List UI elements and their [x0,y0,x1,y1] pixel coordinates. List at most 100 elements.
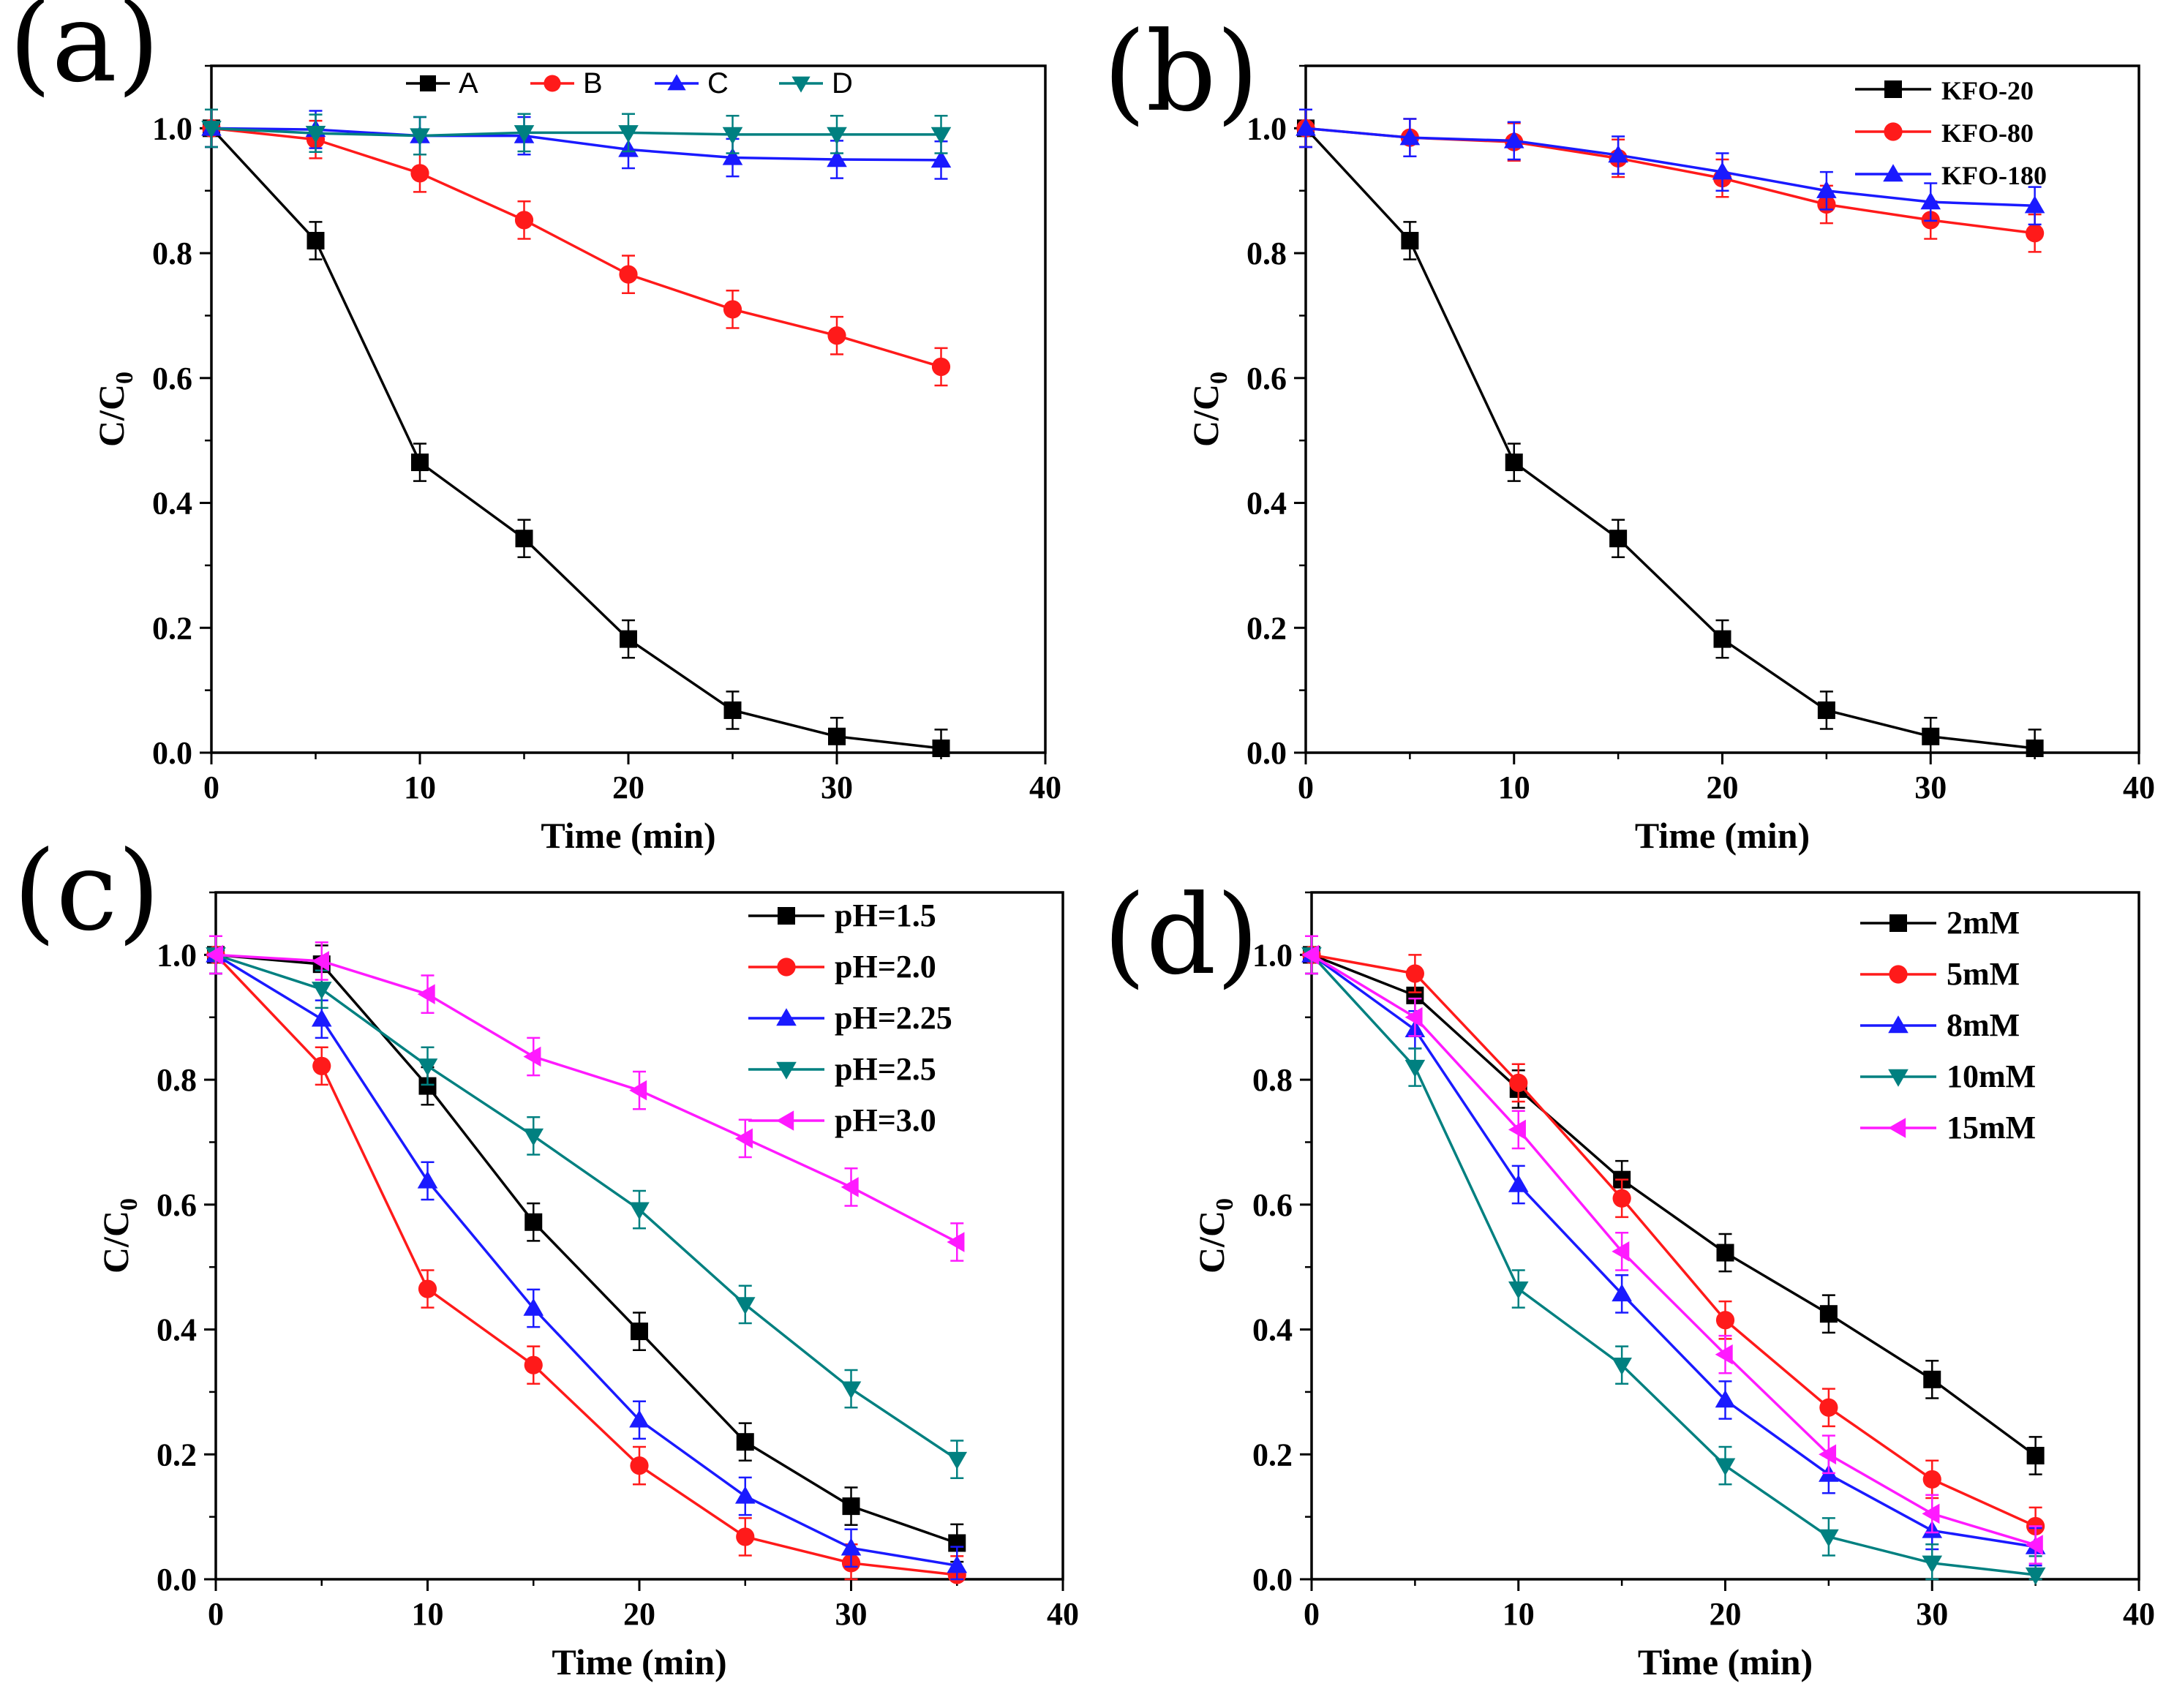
legend-label: B [583,67,603,99]
legend: pH=1.5 pH=2.0 pH=2.25 pH=2.5 pH=3.0 [748,898,952,1138]
data-point [1716,1244,1734,1262]
data-point [630,1456,649,1475]
x-tick-label: 20 [1710,1596,1742,1632]
legend-label: 15mM [1947,1110,2036,1145]
data-point [1922,1503,1940,1524]
data-point [410,128,430,146]
data-point [524,1213,543,1231]
y-tick-label: 0.4 [157,1312,197,1348]
legend-label: A [459,67,478,99]
data-point [1819,1529,1839,1547]
legend-label: pH=2.25 [835,1000,952,1036]
y-tick-label: 0.4 [1252,1312,1293,1348]
y-axis-title: C/C0 [91,372,138,447]
y-tick-label: 0.0 [152,735,192,771]
y-tick-label: 1.0 [1246,110,1287,146]
data-point [629,1202,650,1220]
series-line [215,953,958,1545]
x-tick-label: 10 [1503,1596,1535,1632]
data-point [514,211,534,230]
data-point [1401,232,1419,250]
data-point [620,630,637,648]
data-point [1612,1189,1631,1208]
data-point [618,125,639,143]
series-line [211,127,941,162]
data-point [1404,1007,1423,1028]
data-point [1922,1470,1941,1489]
y-tick-label: 0.6 [1246,361,1287,396]
legend-marker [1884,122,1903,141]
x-tick-label: 20 [1707,770,1739,805]
series-line [1311,953,2037,1457]
legend: A B C D [406,67,853,99]
data-point [841,1177,859,1197]
data-point [2025,1567,2046,1585]
x-tick-label: 10 [404,770,436,805]
data-point [734,1486,756,1504]
series-line [211,127,942,369]
y-tick-label: 1.0 [157,937,197,973]
legend-marker [1884,80,1902,98]
x-tick-label: 20 [612,770,644,805]
panel-label: (c) [13,828,160,955]
data-point [523,1128,544,1146]
data-point [1612,1358,1632,1376]
data-point [1922,727,1940,745]
data-point [629,1080,647,1101]
series-line [1311,953,2037,1528]
x-tick-label: 40 [2123,770,2155,805]
data-point [930,150,952,168]
data-point [1817,701,1835,719]
data-point [2025,1535,2043,1555]
legend-label: 5mM [1947,956,2020,992]
data-point [418,1279,437,1298]
legend-marker [1889,965,1908,984]
data-point [1505,454,1523,472]
series-line [215,953,958,1244]
data-point [619,265,638,284]
data-point [827,326,846,345]
y-tick-label: 0.2 [1252,1437,1293,1472]
legend-label: pH=2.0 [835,949,936,985]
legend-marker [1889,914,1907,932]
data-point [841,1381,862,1399]
data-point [931,357,951,377]
y-tick-label: 0.6 [157,1187,197,1223]
data-point [206,944,224,966]
legend-marker [1888,1069,1909,1087]
data-point [417,1058,438,1077]
series-ph-2-25 [206,935,968,1581]
data-point [932,740,950,758]
series-ph-3-0 [206,935,965,1262]
x-tick-label: 10 [412,1596,444,1632]
y-tick-label: 0.8 [152,236,192,271]
data-point [722,127,743,145]
data-point [1508,1174,1529,1192]
legend-marker [777,958,796,977]
series-line [215,953,958,1567]
x-tick-label: 40 [1029,770,1061,805]
legend-marker [778,907,795,925]
x-tick-label: 10 [1498,770,1530,805]
data-point [947,1451,968,1470]
legend-label: KFO-20 [1941,76,2034,105]
y-tick-label: 0.8 [1252,1062,1293,1098]
series-line [1305,127,2035,207]
data-point [305,125,326,143]
series-10mm [1301,935,2046,1585]
y-axis-title: C/C0 [1185,372,1233,447]
data-point [841,1538,862,1556]
panel-b: (b) 0 10 20 30 40 0.0 0.2 0.4 0.6 0.8 1.0 Time (min)… [1103,9,2155,856]
data-point [1612,1241,1630,1262]
series-line [1311,953,2037,1546]
x-axis-title: Time (min) [541,815,715,856]
y-axis-title: C/C0 [95,1198,143,1274]
legend-label: C [707,67,729,99]
x-tick-label: 0 [1304,1596,1320,1632]
y-tick-label: 0.8 [1246,236,1287,271]
data-point [723,701,742,719]
data-point [1608,145,1628,163]
series-line [215,953,958,1461]
legend-label: D [832,67,853,99]
data-point [1296,118,1316,136]
